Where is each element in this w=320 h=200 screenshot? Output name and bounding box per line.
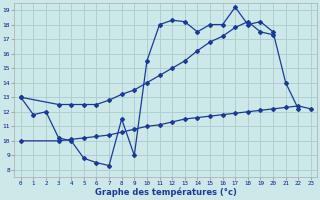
- X-axis label: Graphe des températures (°c): Graphe des températures (°c): [95, 188, 237, 197]
